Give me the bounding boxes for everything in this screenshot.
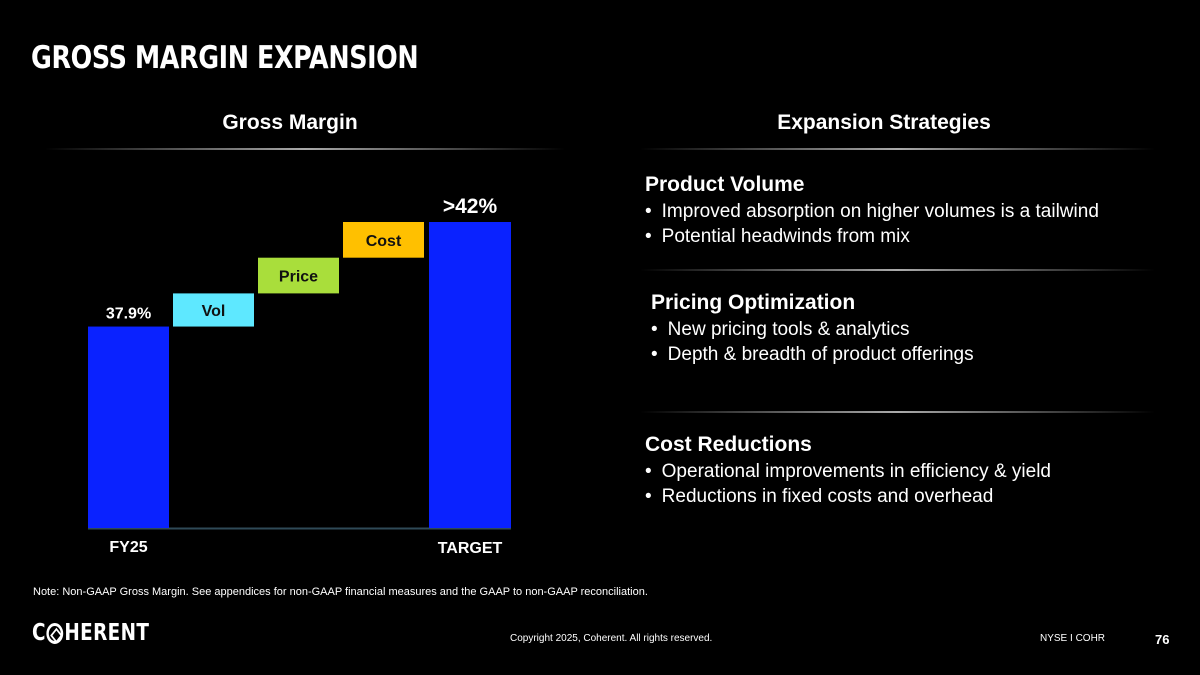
step-label-vol: Vol: [202, 303, 226, 320]
strategies-heading-divider: [640, 148, 1155, 150]
logo-mark-icon: [46, 622, 64, 644]
chart-heading-divider: [45, 148, 565, 150]
bar-fy25: [88, 326, 169, 528]
ticker: NYSE I COHR: [1040, 633, 1106, 644]
strategy-bullet: Potential headwinds from mix: [645, 224, 1099, 249]
footnote: Note: Non-GAAP Gross Margin. See appendi…: [33, 586, 648, 598]
logo-text-prefix: C: [32, 620, 46, 646]
category-label-target: TARGET: [438, 540, 503, 557]
strategy-cost-reductions: Cost Reductions Operational improvements…: [645, 433, 1051, 509]
strategy-bullet: Improved absorption on higher volumes is…: [645, 199, 1099, 224]
strategy-divider: [640, 269, 1155, 271]
strategies-heading: Expansion Strategies: [777, 111, 991, 134]
strategy-product-volume: Product Volume Improved absorption on hi…: [645, 173, 1099, 249]
strategy-bullet: Operational improvements in efficiency &…: [645, 459, 1051, 484]
bar-vol: [173, 293, 254, 327]
strategy-title: Product Volume: [645, 173, 805, 196]
slide-title: GROSS MARGIN EXPANSION: [31, 40, 419, 76]
strategy-title: Pricing Optimization: [651, 291, 856, 314]
value-label-fy25: 37.9%: [106, 306, 151, 323]
strategy-bullet: New pricing tools & analytics: [651, 317, 974, 342]
strategy-pricing-optimization: Pricing Optimization New pricing tools &…: [651, 291, 974, 367]
strategy-bullet: Reductions in fixed costs and overhead: [645, 484, 1051, 509]
coherent-logo: C HERENT: [32, 620, 149, 646]
chart-heading: Gross Margin: [222, 111, 358, 134]
step-label-price: Price: [279, 269, 318, 286]
strategy-title: Cost Reductions: [645, 433, 812, 456]
bar-price: [258, 257, 339, 294]
copyright: Copyright 2025, Coherent. All rights res…: [510, 633, 713, 644]
page-number: 76: [1155, 632, 1170, 647]
strategy-divider: [640, 411, 1155, 413]
category-label-fy25: FY25: [109, 539, 147, 556]
logo-text-suffix: HERENT: [64, 620, 150, 646]
bar-target: [429, 222, 511, 528]
bar-cost: [343, 222, 424, 258]
strategy-bullet: Depth & breadth of product offerings: [651, 342, 974, 367]
step-label-cost: Cost: [366, 233, 402, 250]
value-label-target: >42%: [443, 195, 498, 218]
